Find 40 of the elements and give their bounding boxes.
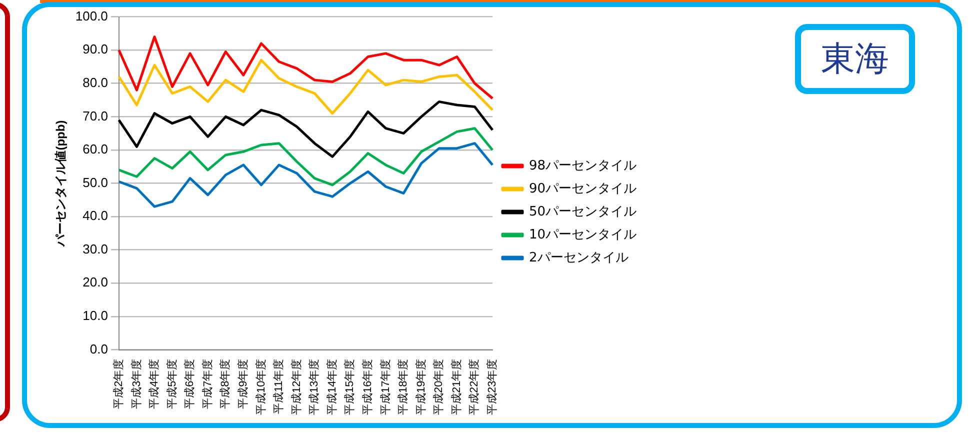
y-tick-label: 20.0 [82, 274, 108, 290]
x-tick-label: 平成11年度 [272, 358, 286, 414]
legend-label: 98パーセンタイル [529, 158, 637, 174]
legend-label: 2パーセンタイル [529, 250, 628, 266]
x-tick-label: 平成10年度 [254, 358, 268, 416]
x-tick-label: 平成6年度 [183, 358, 196, 409]
x-tick-label: 平成22年度 [468, 358, 481, 416]
y-tick-label: 0.0 [90, 341, 108, 356]
x-tick-label: 平成7年度 [200, 358, 214, 409]
y-tick-label: 40.0 [82, 208, 108, 224]
x-tick-label: 平成23年度 [486, 358, 499, 416]
x-tick-label: 平成4年度 [148, 358, 161, 409]
legend-label: 10パーセンタイル [529, 227, 637, 242]
x-tick-label: 平成20年度 [432, 358, 446, 416]
x-tick-label: 平成21年度 [450, 358, 463, 416]
y-tick-label: 30.0 [82, 241, 108, 256]
x-tick-label: 平成9年度 [236, 358, 250, 409]
x-tick-label: 平成5年度 [165, 358, 178, 409]
y-tick-label: 90.0 [82, 42, 108, 57]
x-tick-label: 平成14年度 [325, 358, 338, 416]
x-tick-label: 平成15年度 [343, 358, 356, 416]
y-tick-label: 100.0 [75, 8, 108, 24]
legend-label: 90パーセンタイル [529, 181, 637, 196]
x-tick-label: 平成8年度 [218, 358, 232, 409]
y-tick-label: 80.0 [82, 74, 108, 90]
y-tick-label: 50.0 [82, 174, 108, 190]
y-tick-label: 60.0 [82, 142, 108, 157]
y-axis-title: パーセンタイル値(ppb) [54, 120, 68, 248]
y-tick-label: 70.0 [82, 108, 108, 124]
legend-label: 50パーセンタイル [529, 204, 637, 220]
text: 東海 [795, 24, 915, 94]
x-tick-label: 平成3年度 [130, 358, 143, 409]
x-tick-label: 平成18年度 [396, 358, 410, 416]
x-tick-label: 平成2年度 [112, 358, 125, 409]
x-tick-label: 平成17年度 [378, 358, 392, 416]
x-tick-label: 平成16年度 [361, 358, 374, 416]
x-tick-label: 平成13年度 [308, 358, 321, 416]
x-tick-label: 平成19年度 [414, 358, 428, 416]
y-tick-label: 10.0 [82, 308, 108, 324]
x-tick-label: 平成12年度 [290, 358, 303, 416]
